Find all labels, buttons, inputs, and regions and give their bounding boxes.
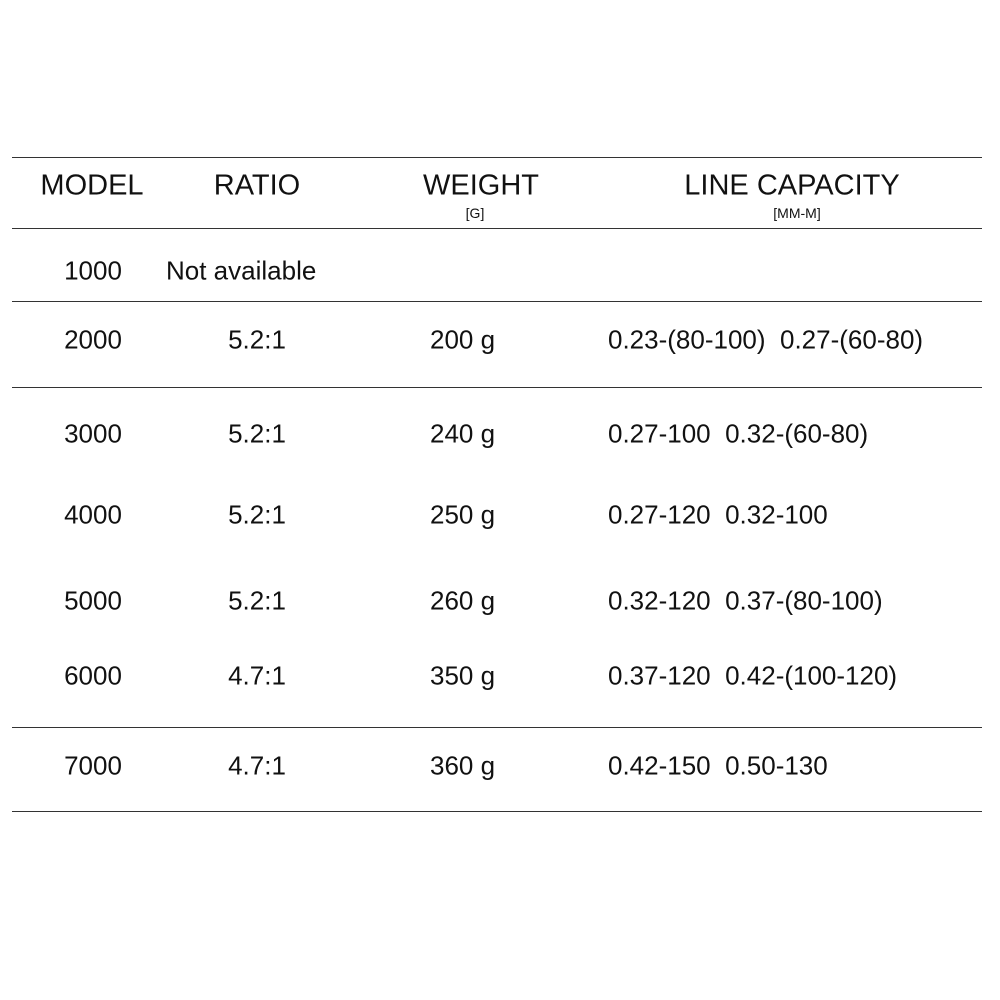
- model-cell: 6000: [64, 660, 122, 691]
- ratio-cell: 5.2:1: [228, 324, 286, 355]
- model-cell: 2000: [64, 324, 122, 355]
- ratio-cell: 4.7:1: [228, 750, 286, 781]
- capacity-cell: 0.23-(80-100) 0.27-(60-80): [608, 324, 924, 355]
- column-header: LINE CAPACITY: [684, 169, 900, 202]
- capacity-cell: 0.37-120 0.42-(100-120): [608, 660, 898, 691]
- model-cell: 1000: [64, 255, 122, 286]
- capacity-cell: 0.27-100 0.32-(60-80): [608, 418, 869, 449]
- capacity-cell: 0.42-150 0.50-130: [608, 750, 828, 781]
- weight-cell: 260 g: [430, 585, 496, 616]
- ratio-cell: 4.7:1: [228, 660, 286, 691]
- weight-cell: 350 g: [430, 660, 496, 691]
- column-unit: [G]: [465, 205, 485, 221]
- capacity-cell: 0.27-120 0.32-100: [608, 499, 828, 530]
- rule: [12, 387, 982, 388]
- rule: [12, 811, 982, 812]
- rule: [12, 727, 982, 728]
- model-cell: 5000: [64, 585, 122, 616]
- rule: [12, 157, 982, 158]
- model-cell: 3000: [64, 418, 122, 449]
- column-header: RATIO: [213, 169, 301, 202]
- ratio-cell: Not available: [166, 255, 317, 286]
- capacity-cell: 0.32-120 0.37-(80-100): [608, 585, 883, 616]
- model-cell: 4000: [64, 499, 122, 530]
- weight-cell: 240 g: [430, 418, 496, 449]
- column-unit: [MM-M]: [773, 205, 821, 221]
- ratio-cell: 5.2:1: [228, 585, 286, 616]
- weight-cell: 360 g: [430, 750, 496, 781]
- weight-cell: 250 g: [430, 499, 496, 530]
- model-cell: 7000: [64, 750, 122, 781]
- weight-cell: 200 g: [430, 324, 496, 355]
- rule: [12, 301, 982, 302]
- rule: [12, 228, 982, 229]
- ratio-cell: 5.2:1: [228, 499, 286, 530]
- column-header: WEIGHT: [423, 169, 539, 202]
- ratio-cell: 5.2:1: [228, 418, 286, 449]
- column-header: MODEL: [40, 169, 144, 202]
